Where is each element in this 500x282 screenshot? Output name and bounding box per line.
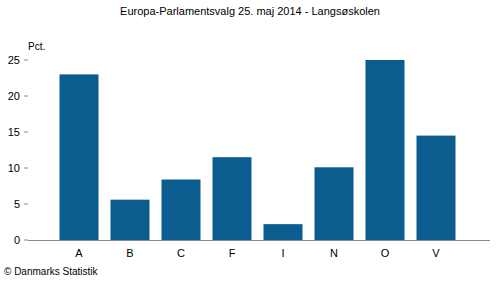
y-tick — [24, 96, 28, 97]
y-tick-label: 25 — [8, 54, 20, 66]
y-tick — [24, 240, 28, 241]
x-tick-label: I — [281, 247, 284, 259]
y-tick-label: 5 — [14, 198, 20, 210]
y-tick — [24, 168, 28, 169]
bar — [264, 224, 303, 240]
x-tick-label: A — [75, 247, 83, 259]
y-tick — [24, 132, 28, 133]
x-axis — [28, 240, 490, 241]
bar — [162, 180, 201, 240]
y-axis-label: Pct. — [28, 41, 45, 52]
x-tick-label: N — [330, 247, 338, 259]
x-tick-label: V — [432, 247, 440, 259]
y-tick-label: 0 — [14, 234, 20, 246]
y-tick-label: 10 — [8, 162, 20, 174]
bar — [417, 136, 456, 240]
title: Europa-Parlamentsvalg 25. maj 2014 - Lan… — [120, 5, 380, 17]
y-tick-label: 20 — [8, 90, 20, 102]
y-tick-label: 15 — [8, 126, 20, 138]
bar — [213, 157, 252, 240]
bar — [366, 60, 405, 240]
chart: Europa-Parlamentsvalg 25. maj 2014 - Lan… — [0, 0, 500, 282]
x-tick-label: F — [229, 247, 236, 259]
bar — [60, 74, 99, 240]
x-tick-label: O — [381, 247, 390, 259]
bar — [111, 200, 150, 240]
y-tick — [24, 204, 28, 205]
y-tick — [24, 60, 28, 61]
bars — [60, 60, 456, 240]
x-tick-label: C — [177, 247, 185, 259]
x-tick-label: B — [126, 247, 133, 259]
bar — [315, 167, 354, 240]
source-note: © Danmarks Statistik — [4, 266, 99, 277]
